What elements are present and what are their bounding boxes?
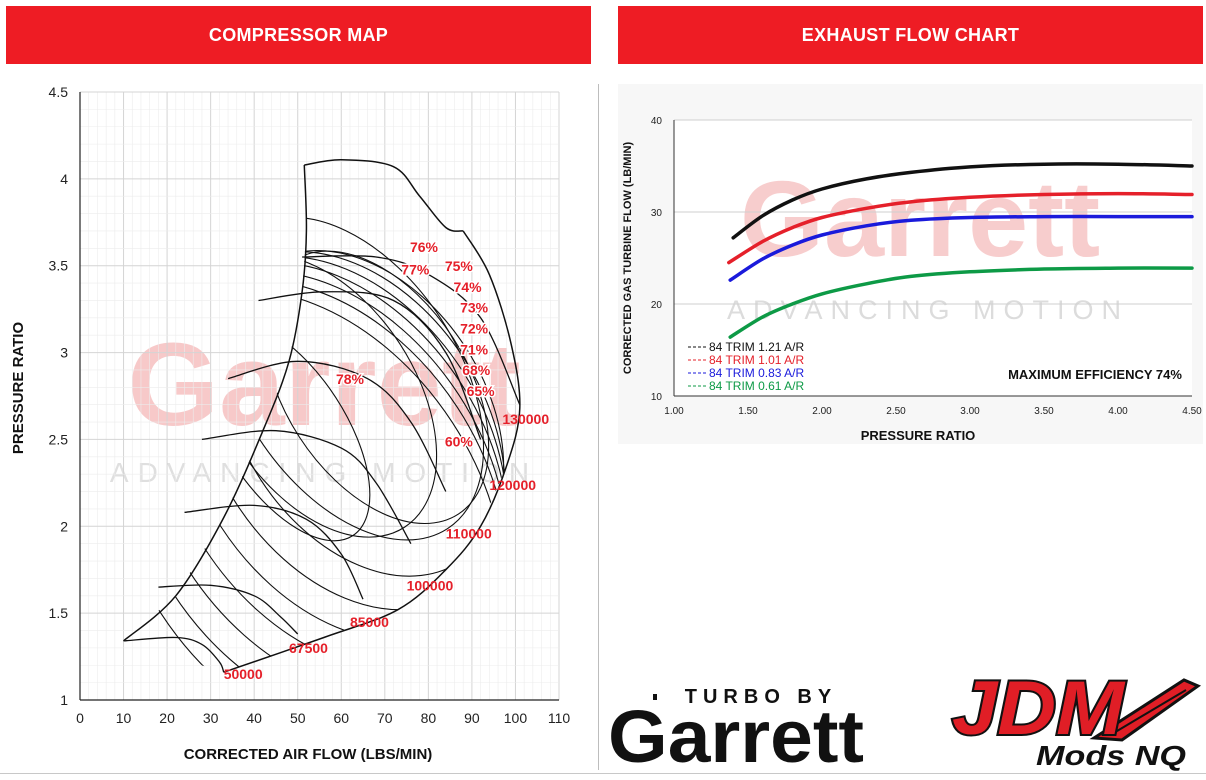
efficiency-label: 65% — [467, 383, 496, 399]
exhaust-y-tick-label: 20 — [651, 300, 663, 311]
efficiency-label: 76% — [410, 239, 439, 255]
compressor-y-tick-label: 2 — [60, 518, 68, 534]
legend-label: 84 TRIM 0.61 A/R — [709, 379, 804, 393]
exhaust-y-tick-label: 10 — [651, 392, 663, 403]
exhaust-y-axis-label: CORRECTED GAS TURBINE FLOW (LB/MIN) — [622, 142, 634, 375]
speed-line — [184, 504, 364, 600]
watermark-tagline: ADVANCING MOTION — [727, 295, 1129, 325]
watermark-tagline: ADVANCING MOTION — [110, 457, 538, 488]
efficiency-label: 73% — [460, 300, 489, 316]
exhaust-plot-area — [674, 120, 1192, 396]
compressor-x-tick-label: 0 — [76, 710, 84, 726]
compressor-y-tick-label: 3.5 — [49, 258, 69, 274]
speed-line — [123, 636, 225, 673]
legend-label: 84 TRIM 1.01 A/R — [709, 353, 804, 367]
speed-line-label: 130000 — [502, 411, 549, 427]
garrett-logo-tagline: TURBO BY — [685, 686, 837, 708]
speed-line-label: 50000 — [224, 666, 263, 682]
exhaust-watermark: Garrett ADVANCING MOTION — [727, 158, 1129, 325]
exhaust-legend: 84 TRIM 1.21 A/R84 TRIM 1.01 A/R84 TRIM … — [688, 340, 804, 393]
exhaust-x-tick-label: 1.50 — [738, 406, 758, 417]
exhaust-x-axis-label: PRESSURE RATIO — [861, 428, 976, 443]
jdm-mods-logo: JDM Mods NQ — [944, 652, 1202, 772]
compressor-x-tick-label: 90 — [464, 710, 480, 726]
compressor-axes: 0 10 20 30 40 50 60 70 80 90 100 110 1 1.5 2 2.5 3 3.5 4 4.… — [49, 84, 571, 726]
exhaust-flow-chart: Garrett ADVANCING MOTION 1.00 1.50 2.00 2.5… — [622, 116, 1202, 443]
exhaust-flow-panel: Garrett ADVANCING MOTION 1.00 1.50 2.00 2.5… — [618, 84, 1203, 444]
compressor-x-tick-label: 100 — [504, 710, 528, 726]
compressor-y-tick-label: 1.5 — [49, 605, 69, 621]
exhaust-x-tick-label: 3.00 — [960, 406, 980, 417]
compressor-grid — [79, 91, 560, 701]
compressor-x-tick-label: 40 — [246, 710, 262, 726]
efficiency-label: 75% — [445, 258, 474, 274]
efficiency-label: 74% — [454, 279, 483, 295]
legend-label: 84 TRIM 0.83 A/R — [709, 366, 804, 380]
compressor-x-tick-label: 20 — [159, 710, 175, 726]
exhaust-axes: 1.00 1.50 2.00 2.50 3.00 3.50 4.00 4.50 10 20 30 40 — [651, 116, 1202, 417]
compressor-y-tick-label: 1 — [60, 692, 68, 708]
speed-line-label: 120000 — [489, 477, 536, 493]
exhaust-x-tick-label: 1.00 — [664, 406, 684, 417]
exhaust-series-line — [728, 214, 1194, 282]
compressor-y-tick-label: 4 — [60, 171, 68, 187]
efficiency-label: 77% — [401, 261, 430, 277]
garrett-logo: TURBO BY Garrett — [605, 686, 867, 778]
compressor-y-tick-label: 2.5 — [49, 431, 69, 447]
speed-line-label: 85000 — [350, 614, 389, 630]
compressor-y-axis-label: PRESSURE RATIO — [10, 322, 27, 455]
exhaust-x-tick-label: 4.00 — [1108, 406, 1128, 417]
compressor-map-banner: COMPRESSOR MAP — [6, 6, 591, 64]
exhaust-x-tick-label: 3.50 — [1034, 406, 1054, 417]
exhaust-y-tick-label: 30 — [651, 208, 663, 219]
speed-line — [302, 255, 521, 405]
speed-line-label: 100000 — [407, 578, 454, 594]
compressor-y-tick-label: 4.5 — [49, 84, 69, 100]
speed-line-label: 67500 — [289, 640, 328, 656]
jdm-logo-subtitle: Mods NQ — [1036, 740, 1186, 771]
exhaust-series-line — [731, 162, 1194, 240]
legend-label: 84 TRIM 1.21 A/R — [709, 340, 804, 354]
panel-divider — [598, 84, 599, 770]
surge-line — [123, 164, 308, 642]
speed-line — [158, 584, 299, 635]
compressor-y-tick-label: 3 — [60, 345, 68, 361]
efficiency-label: 60% — [445, 433, 474, 449]
compressor-lines — [123, 158, 521, 673]
jdm-logo-wordmark: JDM — [952, 666, 1126, 751]
efficiency-label: 72% — [460, 320, 489, 336]
compressor-x-tick-label: 60 — [333, 710, 349, 726]
compressor-map-panel: Garrett ADVANCING MOTION 76% 77% 75% 74% 73%… — [6, 80, 591, 768]
efficiency-label: 71% — [460, 341, 489, 357]
exhaust-annotation: MAXIMUM EFFICIENCY 74% — [1008, 367, 1182, 382]
compressor-x-axis-label: CORRECTED AIR FLOW (LBS/MIN) — [184, 746, 433, 763]
compressor-x-tick-label: 70 — [377, 710, 393, 726]
efficiency-label: 68% — [462, 362, 491, 378]
compressor-labels: 76% 77% 75% 74% 73% 72% 71% 68% 65% 78% 60% 50000 67… — [224, 237, 550, 682]
compressor-x-tick-label: 110 — [548, 710, 571, 726]
speed-line — [201, 429, 412, 545]
compressor-x-tick-label: 10 — [116, 710, 132, 726]
efficiency-label: 78% — [336, 371, 365, 387]
exhaust-x-tick-label: 4.50 — [1182, 406, 1202, 417]
compressor-x-tick-label: 80 — [421, 710, 437, 726]
compressor-map-chart: Garrett ADVANCING MOTION 76%77% 75%74%73%… — [10, 84, 571, 763]
speed-line-label: 110000 — [446, 525, 492, 541]
bottom-divider — [0, 773, 1206, 774]
compressor-x-tick-label: 30 — [203, 710, 219, 726]
exhaust-x-tick-label: 2.50 — [886, 406, 906, 417]
speed-line — [227, 360, 447, 492]
map-top-line — [304, 158, 464, 232]
garrett-logo-wordmark: Garrett — [608, 695, 864, 766]
exhaust-series-line — [728, 266, 1194, 339]
exhaust-flow-banner: EXHAUST FLOW CHART — [618, 6, 1203, 64]
exhaust-series-line — [727, 191, 1194, 265]
speed-line — [258, 291, 482, 440]
exhaust-y-tick-label: 40 — [651, 116, 663, 127]
choke-line — [223, 230, 521, 673]
compressor-x-tick-label: 50 — [290, 710, 306, 726]
exhaust-series — [727, 162, 1194, 339]
exhaust-x-tick-label: 2.00 — [812, 406, 832, 417]
